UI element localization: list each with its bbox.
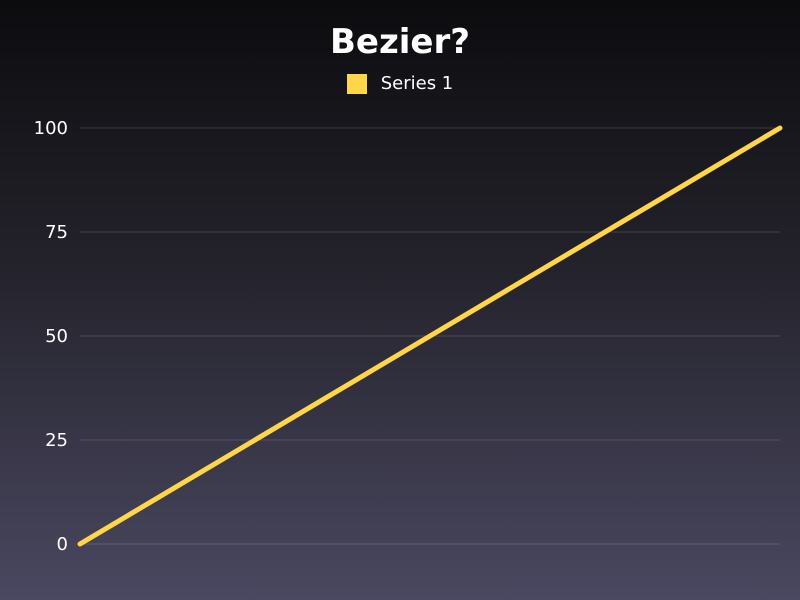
y-tick-label-25: 25 xyxy=(45,430,68,451)
legend-swatch xyxy=(346,74,367,94)
chart-title: Bezier? xyxy=(330,22,470,62)
series-layer xyxy=(77,125,783,547)
y-tick-label-0: 0 xyxy=(57,534,68,555)
legend-label: Series 1 xyxy=(380,73,454,94)
y-tick-label-50: 50 xyxy=(45,326,68,347)
series-line-1 xyxy=(77,125,783,547)
y-tick-label-75: 75 xyxy=(45,222,68,243)
legend: Series 1 xyxy=(0,72,800,96)
y-tick-label-100: 100 xyxy=(34,118,68,139)
y-axis-tick-labels: 0 25 50 75 100 xyxy=(34,118,68,555)
